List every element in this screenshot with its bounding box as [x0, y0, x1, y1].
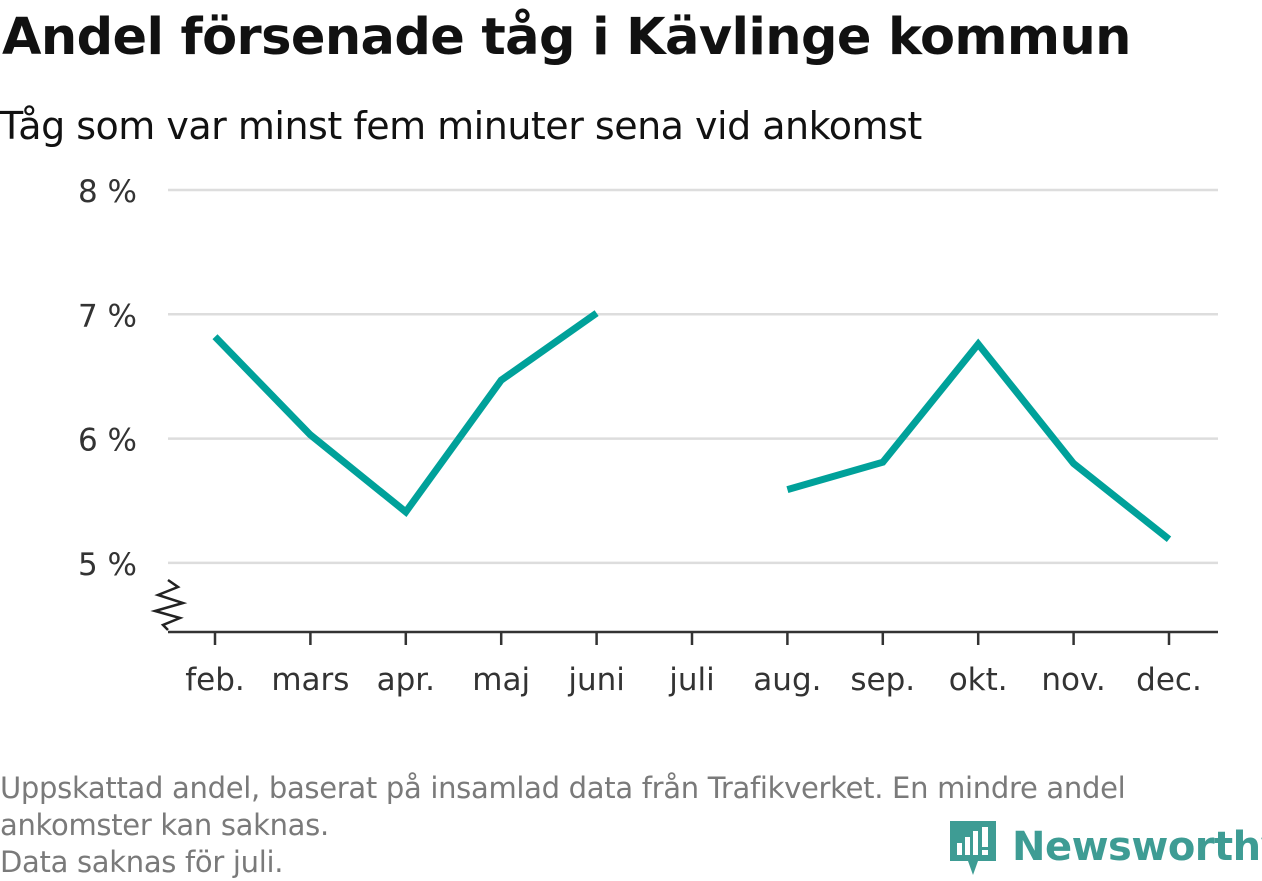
- footnote: Uppskattad andel, baserat på insamlad da…: [0, 770, 1250, 881]
- footnote-line-3: Data saknas för juli.: [0, 845, 284, 879]
- x-tick-label: feb.: [185, 662, 245, 698]
- newsworthy-logo-icon: [950, 821, 996, 875]
- x-tick-label: apr.: [377, 662, 435, 698]
- series-line: [786, 338, 1172, 543]
- line-chart: 5 % 6 % 7 % 8 % feb. mars apr. maj juni juli aug. s…: [78, 174, 1218, 698]
- x-tick-label: maj: [472, 662, 530, 698]
- x-tick-label: okt.: [949, 662, 1008, 698]
- x-tick-label: juli: [668, 662, 715, 698]
- x-tick-label: nov.: [1041, 662, 1105, 698]
- x-tick-label: dec.: [1136, 662, 1202, 698]
- footnote-line-1: Uppskattad andel, baserat på insamlad da…: [0, 771, 1126, 805]
- series-line: [212, 310, 599, 517]
- x-tick-label: aug.: [753, 662, 821, 698]
- brand-name: Newsworthy: [1012, 824, 1262, 870]
- axis-break-icon: [150, 578, 188, 631]
- chart-title: Andel försenade tåg i Kävlinge kommun: [2, 8, 1131, 67]
- y-tick-label: 8 %: [78, 174, 137, 210]
- footnote-line-2: ankomster kan saknas.: [0, 808, 329, 842]
- x-tick-label: mars: [271, 662, 349, 698]
- y-tick-label: 6 %: [78, 423, 137, 459]
- chart-subtitle: Tåg som var minst fem minuter sena vid a…: [0, 104, 922, 148]
- x-tick-label: juni: [567, 662, 625, 698]
- brand-logo: Newsworthy: [948, 815, 1262, 879]
- x-tick-label: sep.: [850, 662, 915, 698]
- y-tick-label: 5 %: [78, 547, 137, 583]
- y-tick-label: 7 %: [78, 298, 137, 334]
